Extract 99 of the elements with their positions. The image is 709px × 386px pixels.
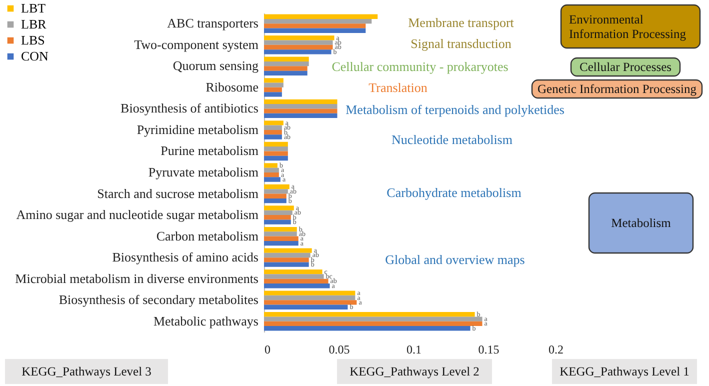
y-tick-label: Biosynthesis of antibiotics <box>120 100 258 116</box>
bar <box>264 134 282 140</box>
annotation: Global and overview maps <box>385 252 525 267</box>
y-tick-label: Two-component system <box>134 36 258 52</box>
bar <box>264 232 297 236</box>
y-tick-label: Biosynthesis of amino acids <box>112 250 258 265</box>
x-tick-label: 0 <box>264 342 270 356</box>
legend-label: LBT <box>21 0 46 16</box>
y-tick-label: Pyruvate metabolism <box>148 164 258 180</box>
bar <box>264 163 278 168</box>
bar <box>264 120 284 126</box>
annotation: Nucleotide metabolism <box>392 132 512 147</box>
bar <box>264 142 288 147</box>
bar <box>264 326 470 331</box>
bar <box>264 194 286 198</box>
bar <box>264 44 333 50</box>
bar <box>264 177 280 182</box>
bar <box>264 278 328 284</box>
bar <box>264 24 366 28</box>
bar <box>264 146 288 152</box>
annotation: Cellular community - prokaryotes <box>332 59 508 74</box>
bar <box>264 252 310 258</box>
annotation: Signal transduction <box>410 36 512 51</box>
bar <box>264 156 288 161</box>
y-tick-label: ABC transporters <box>167 16 258 31</box>
bar <box>264 215 291 220</box>
bar <box>264 113 338 118</box>
annotation: Genetic Information Processing <box>538 82 698 96</box>
text: KEGG_Pathways Level 1 <box>560 364 690 378</box>
y-tick-label: Pyrimidine metabolism <box>136 122 258 137</box>
y-tick-label: Metabolic pathways <box>153 313 258 328</box>
bar <box>264 18 372 24</box>
bar <box>264 304 348 310</box>
bar <box>264 104 338 109</box>
text: KEGG_Pathways Level 3 <box>22 364 152 378</box>
y-tick-label: Amino sugar and nucleotide sugar metabolism <box>16 207 258 222</box>
y-tick-label: Starch and sucrose metabolism <box>97 186 258 201</box>
bar <box>264 262 309 267</box>
bar <box>264 78 284 83</box>
y-tick-label: Biosynthesis of secondary metabolites <box>58 292 258 308</box>
bar <box>264 284 330 288</box>
bar <box>264 61 309 66</box>
bar <box>264 248 312 253</box>
annotation: Membrane transport <box>408 15 514 30</box>
legend-label: LBR <box>21 16 47 32</box>
y-tick-label: Carbon metabolism <box>156 228 258 244</box>
bar <box>264 295 356 300</box>
bar <box>264 56 309 62</box>
bar <box>264 108 338 114</box>
text: KEGG_Pathways Level 2 <box>350 364 480 378</box>
bar <box>264 172 279 178</box>
bar <box>264 198 286 204</box>
bar <box>264 82 284 88</box>
bar <box>264 189 288 194</box>
bar <box>264 40 333 45</box>
bar <box>264 28 366 33</box>
bar <box>264 240 298 246</box>
x-tick-label: 0.1 <box>406 342 422 356</box>
bar <box>264 168 279 172</box>
text: Metabolism <box>611 216 672 230</box>
bar <box>264 269 322 274</box>
text: Cellular Processes <box>580 60 672 74</box>
bar <box>264 312 475 317</box>
bar <box>264 210 292 216</box>
x-tick-label: 0.05 <box>328 342 350 356</box>
bar <box>264 14 378 19</box>
bar <box>264 99 338 104</box>
y-tick-label: Ribosome <box>206 79 259 94</box>
x-tick-label: 0.15 <box>478 342 500 356</box>
bar <box>264 321 482 326</box>
text: Environmental Information Processing <box>569 12 687 41</box>
bar <box>264 36 334 40</box>
bar <box>264 300 357 305</box>
x-tick-label: 0.2 <box>548 342 564 356</box>
legend-label: CON <box>21 48 50 64</box>
bar <box>264 184 290 190</box>
bar <box>264 87 282 92</box>
bar <box>264 220 291 224</box>
bar <box>264 70 308 76</box>
y-tick-label: Purine metabolism <box>160 143 258 158</box>
bar <box>264 92 282 97</box>
annotation: Metabolism of terpenoids and polyketides <box>346 102 564 117</box>
bar <box>264 274 324 279</box>
bar <box>264 316 482 322</box>
bar <box>264 50 332 54</box>
y-tick-label: Microbial metabolism in diverse environments <box>15 270 258 286</box>
bar <box>264 226 297 232</box>
bar <box>264 290 356 296</box>
bar <box>264 151 288 156</box>
legend-label: LBS <box>21 32 45 48</box>
bar <box>264 125 282 130</box>
annotation: Carbohydrate metabolism <box>386 185 522 200</box>
y-tick-label: Quorum sensing <box>172 58 259 74</box>
bar <box>264 66 308 71</box>
bar <box>264 206 294 210</box>
bar <box>264 258 309 262</box>
bar <box>264 130 282 135</box>
annotation: Translation <box>368 80 428 95</box>
bar <box>264 236 298 241</box>
